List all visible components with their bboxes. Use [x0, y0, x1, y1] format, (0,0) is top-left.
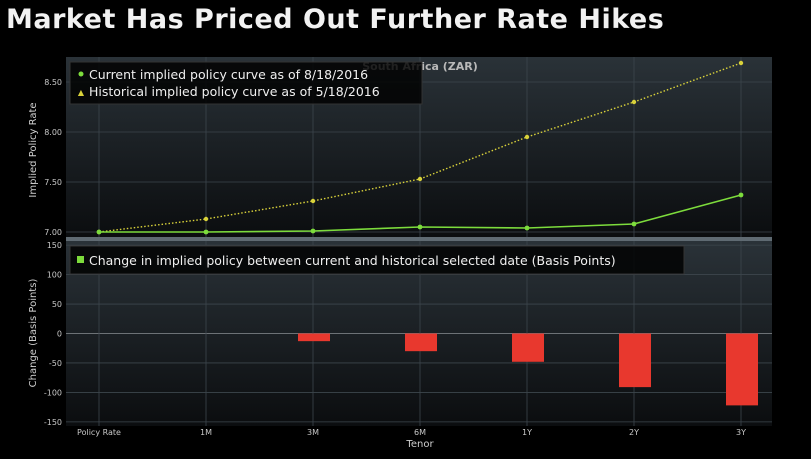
top-y-axis: 7.00 7.50 8.00 8.50: [44, 78, 62, 237]
x-axis: Policy Rate 1M 3M 6M 1Y 2Y 3Y: [77, 428, 746, 437]
bottom-bars-group: [298, 333, 758, 406]
top-legend: Current implied policy curve as of 8/18/…: [69, 61, 423, 105]
bottom-y-tick-label: 0: [57, 330, 62, 339]
bottom-legend: Change in implied policy between current…: [69, 245, 685, 275]
top-y-axis-label: Implied Policy Rate: [28, 102, 39, 197]
current-point: [96, 229, 102, 235]
x-tick-label: 3Y: [736, 428, 746, 437]
x-tick-label: 6M: [414, 428, 426, 437]
top-series-group: [96, 60, 744, 235]
current-point: [417, 224, 423, 230]
bottom-y-axis-label: Change (Basis Points): [28, 279, 39, 388]
top-y-tick-label: 7.00: [44, 228, 62, 237]
historical-point: [417, 176, 423, 182]
top-y-tick-label: 8.50: [44, 78, 62, 87]
x-tick-label: 1M: [200, 428, 212, 437]
legend-historical-label: Historical implied policy curve as of 5/…: [89, 84, 380, 99]
bottom-y-tick-label: 150: [47, 241, 62, 250]
bottom-y-tick-label: 50: [52, 300, 62, 309]
x-tick-label: 1Y: [522, 428, 532, 437]
legend-change-label: Change in implied policy between current…: [89, 253, 616, 268]
historical-point: [631, 99, 637, 105]
change-bar: [298, 333, 330, 342]
bottom-y-tick-label: -150: [44, 418, 62, 427]
bottom-y-tick-label: -100: [44, 388, 62, 397]
x-tick-label: Policy Rate: [77, 428, 121, 437]
historical-point: [203, 216, 209, 222]
top-y-tick-label: 7.50: [44, 178, 62, 187]
change-bar: [619, 333, 651, 388]
bottom-y-tick-label: 100: [47, 271, 62, 280]
bottom-legend-box: [69, 245, 685, 275]
historical-point: [524, 134, 530, 140]
top-legend-box: [69, 61, 423, 105]
panel-separator: [66, 237, 772, 241]
historical-point: [310, 198, 316, 204]
current-point: [631, 221, 637, 227]
current-point: [524, 225, 530, 231]
change-bar: [405, 333, 437, 352]
x-axis-label: Tenor: [405, 439, 434, 450]
current-point: [738, 192, 744, 198]
historical-point: [738, 60, 744, 66]
legend-historical-marker: ▲: [78, 88, 85, 97]
x-tick-label: 2Y: [629, 428, 639, 437]
top-y-tick-label: 8.00: [44, 128, 62, 137]
change-bar: [726, 333, 758, 406]
legend-change-marker: [77, 256, 84, 263]
current-point: [203, 229, 209, 235]
current-point: [310, 228, 316, 234]
chart-headline: Market Has Priced Out Further Rate Hikes: [6, 4, 665, 35]
change-bar: [512, 333, 544, 362]
legend-current-marker: [78, 71, 84, 77]
bottom-y-tick-label: -50: [49, 359, 62, 368]
bottom-y-axis: 150 100 50 0 -50 -100 -150: [44, 241, 62, 427]
x-tick-label: 3M: [307, 428, 319, 437]
legend-current-label: Current implied policy curve as of 8/18/…: [89, 67, 368, 82]
